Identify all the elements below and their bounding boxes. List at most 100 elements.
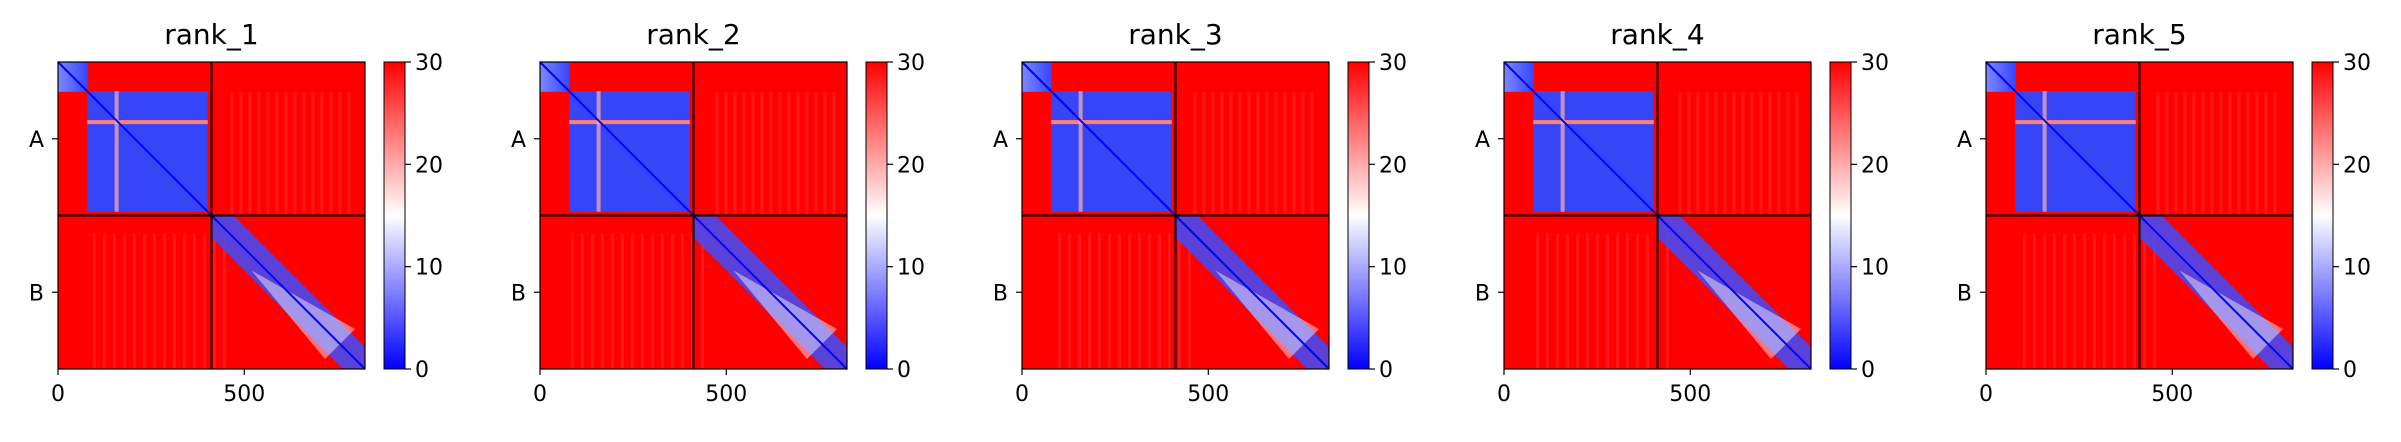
stripe bbox=[1148, 233, 1151, 369]
stripe bbox=[2165, 92, 2169, 216]
stripe bbox=[2073, 233, 2076, 369]
colorbar-tick-label: 0 bbox=[415, 358, 429, 383]
chain-b-diagonal bbox=[1174, 214, 1330, 370]
stripe bbox=[778, 92, 782, 216]
stripe bbox=[163, 233, 166, 369]
chain-a-band-vertical bbox=[596, 91, 601, 212]
chain-a-diagonal bbox=[57, 61, 213, 217]
stripe bbox=[796, 92, 800, 216]
stripe bbox=[2103, 233, 2106, 369]
stripe bbox=[338, 92, 342, 216]
stripe bbox=[1636, 233, 1639, 369]
stripe bbox=[1098, 233, 1101, 369]
colorbar-tick-label: 10 bbox=[897, 256, 925, 281]
x-tick-label: 500 bbox=[223, 382, 265, 407]
colorbar-tick-label: 10 bbox=[2343, 256, 2371, 281]
y-tick-label: A bbox=[1957, 128, 1972, 153]
panel-title: rank_1 bbox=[164, 18, 258, 51]
stripe bbox=[1566, 233, 1569, 369]
panel-rank_5: rank_5 A B 0 500 0 10 20 30 bbox=[1957, 18, 2371, 407]
stripe bbox=[1138, 233, 1141, 369]
stripe bbox=[2083, 233, 2086, 369]
stripe bbox=[823, 92, 827, 216]
chain-a-band-horizontal bbox=[2015, 120, 2136, 125]
chain-b-diagonal-halo bbox=[733, 270, 837, 359]
stripe bbox=[302, 92, 306, 216]
stripe bbox=[611, 233, 614, 369]
colorbar-tick-label: 20 bbox=[2343, 153, 2371, 178]
stripe bbox=[2133, 233, 2136, 369]
y-tick-label: A bbox=[993, 128, 1008, 153]
y-tick-label: B bbox=[1475, 281, 1490, 306]
chain-a-band-horizontal bbox=[87, 120, 208, 125]
stripe bbox=[1178, 233, 1181, 369]
colorbar bbox=[384, 62, 405, 369]
y-tick-label: B bbox=[993, 281, 1008, 306]
stripe bbox=[173, 233, 176, 369]
chain-a-band-horizontal bbox=[1533, 120, 1654, 125]
chain-b-diagonal-halo bbox=[1215, 270, 1319, 359]
chain-b-diagonal-halo bbox=[1697, 270, 1801, 359]
stripe bbox=[1626, 233, 1629, 369]
stripe bbox=[293, 92, 297, 216]
stripe bbox=[1732, 92, 1736, 216]
stripe bbox=[1678, 92, 1682, 216]
stripe bbox=[1283, 92, 1287, 216]
chain-a-diagonal bbox=[1503, 61, 1659, 217]
plot-frame bbox=[1021, 61, 1330, 370]
stripe bbox=[266, 92, 270, 216]
stripe bbox=[143, 233, 146, 369]
y-tick-label: A bbox=[511, 128, 526, 153]
colorbar-tick-label: 10 bbox=[1861, 256, 1889, 281]
y-tick-label: B bbox=[29, 281, 44, 306]
colorbar-frame bbox=[2311, 61, 2334, 370]
stripe bbox=[2219, 92, 2223, 216]
panel-title: rank_2 bbox=[646, 18, 740, 51]
chain-a-band-horizontal bbox=[569, 120, 690, 125]
stripe bbox=[329, 92, 333, 216]
stripe bbox=[1256, 92, 1260, 216]
stripe bbox=[1750, 92, 1754, 216]
stripe bbox=[133, 233, 136, 369]
stripe bbox=[1546, 233, 1549, 369]
stripe bbox=[641, 233, 644, 369]
stripe bbox=[681, 233, 684, 369]
x-tick-label: 0 bbox=[533, 382, 547, 407]
stripe bbox=[2053, 233, 2056, 369]
stripe bbox=[2113, 233, 2116, 369]
colorbar-tick-label: 10 bbox=[415, 256, 443, 281]
stripe bbox=[591, 233, 594, 369]
stripe bbox=[2237, 92, 2241, 216]
panel-rank_3: rank_3 A B 0 500 0 10 20 30 bbox=[993, 18, 1407, 407]
stripe bbox=[2093, 233, 2096, 369]
stripe bbox=[1058, 233, 1061, 369]
stripe bbox=[1616, 233, 1619, 369]
stripe bbox=[103, 233, 106, 369]
colorbar-tick-label: 30 bbox=[2343, 51, 2371, 76]
stripe bbox=[631, 233, 634, 369]
colorbar-tick-label: 30 bbox=[1861, 51, 1889, 76]
stripe bbox=[1777, 92, 1781, 216]
stripe bbox=[571, 233, 574, 369]
chain-a-diagonal bbox=[539, 61, 695, 217]
stripe bbox=[320, 92, 324, 216]
stripe bbox=[193, 233, 196, 369]
stripe bbox=[814, 92, 818, 216]
stripe bbox=[1696, 92, 1700, 216]
stripe bbox=[284, 92, 288, 216]
chain-b-diagonal-halo bbox=[2179, 270, 2283, 359]
stripe bbox=[1168, 233, 1171, 369]
chain-b-diagonal-halo bbox=[251, 270, 355, 359]
x-tick-label: 0 bbox=[1497, 382, 1511, 407]
stripe bbox=[1576, 233, 1579, 369]
stripe bbox=[203, 233, 206, 369]
x-tick-label: 0 bbox=[1979, 382, 1993, 407]
stripe bbox=[1202, 92, 1206, 216]
stripe bbox=[769, 92, 773, 216]
stripe bbox=[1687, 92, 1691, 216]
colorbar-tick-label: 30 bbox=[1379, 51, 1407, 76]
colorbar bbox=[1348, 62, 1369, 369]
stripe bbox=[2228, 92, 2232, 216]
